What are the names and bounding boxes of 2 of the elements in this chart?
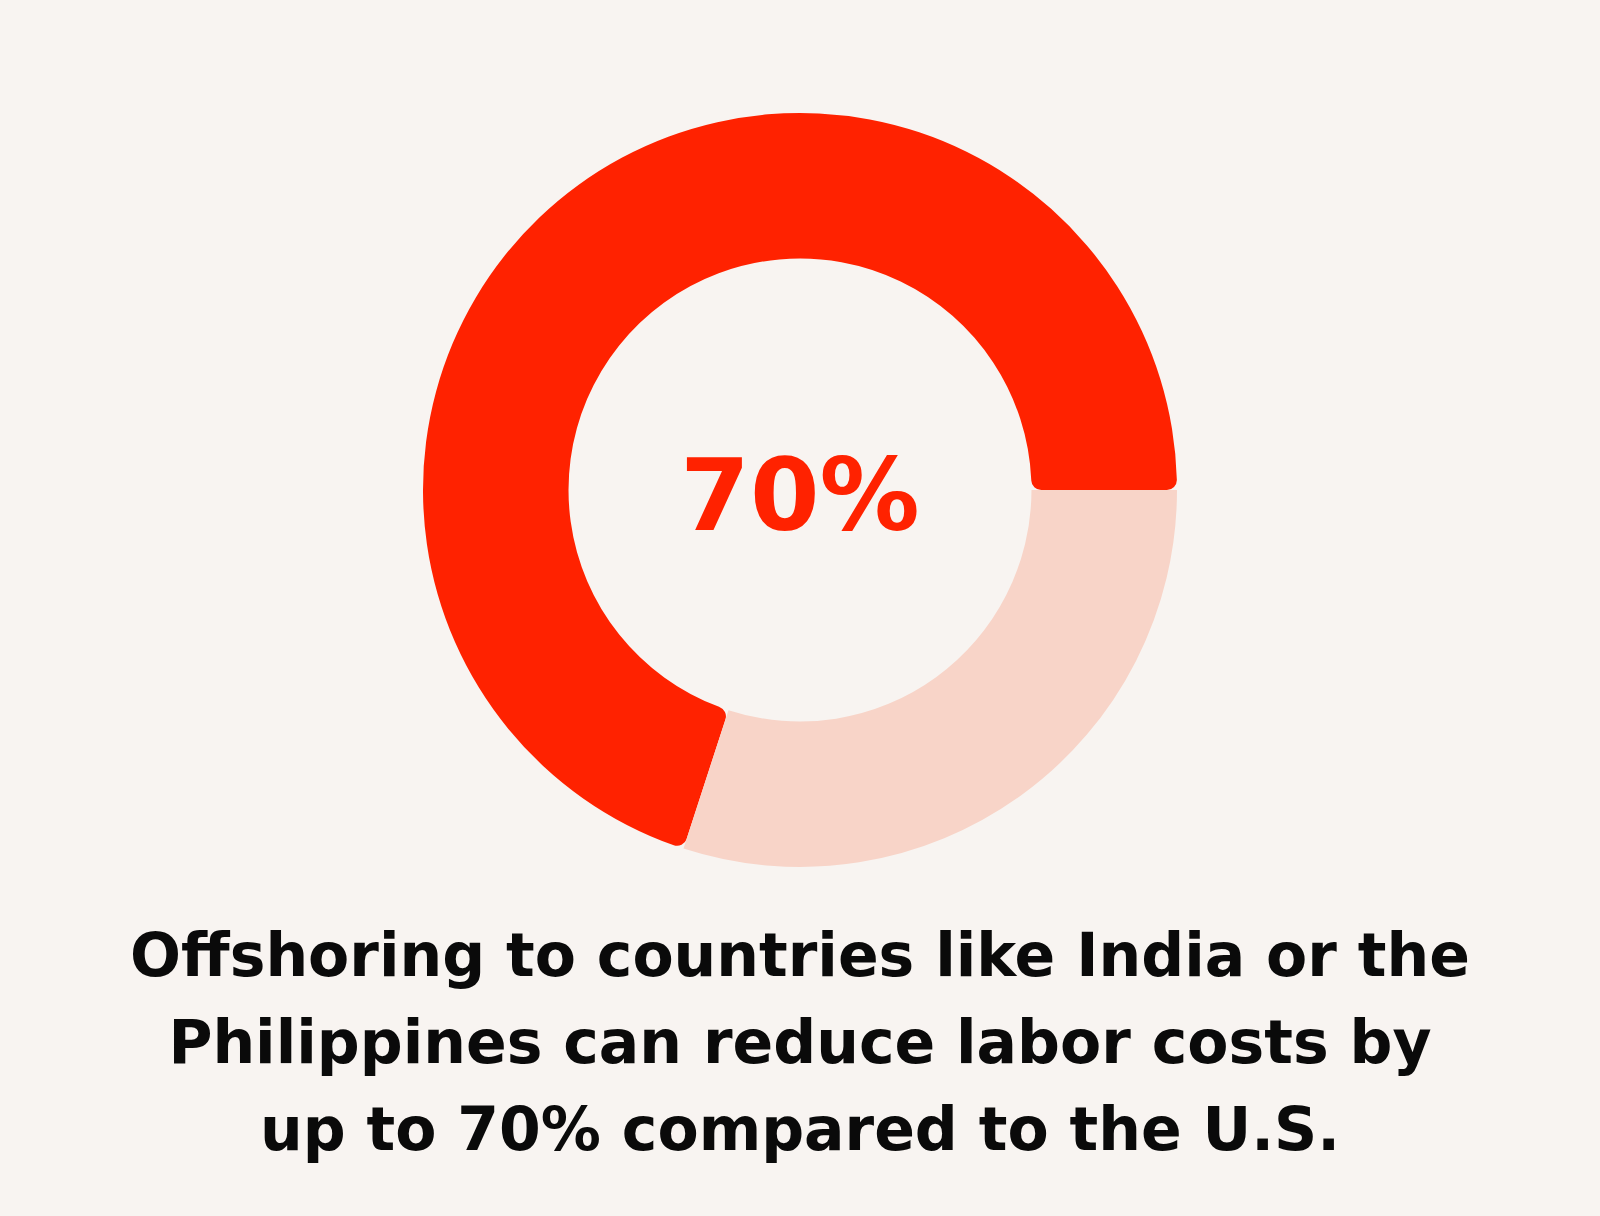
text: Offshoring to countries like India or the Philippines can reduce labor costs by up to 70% compared to the U.S. [129,919,1471,1166]
text: 70% [680,436,920,554]
